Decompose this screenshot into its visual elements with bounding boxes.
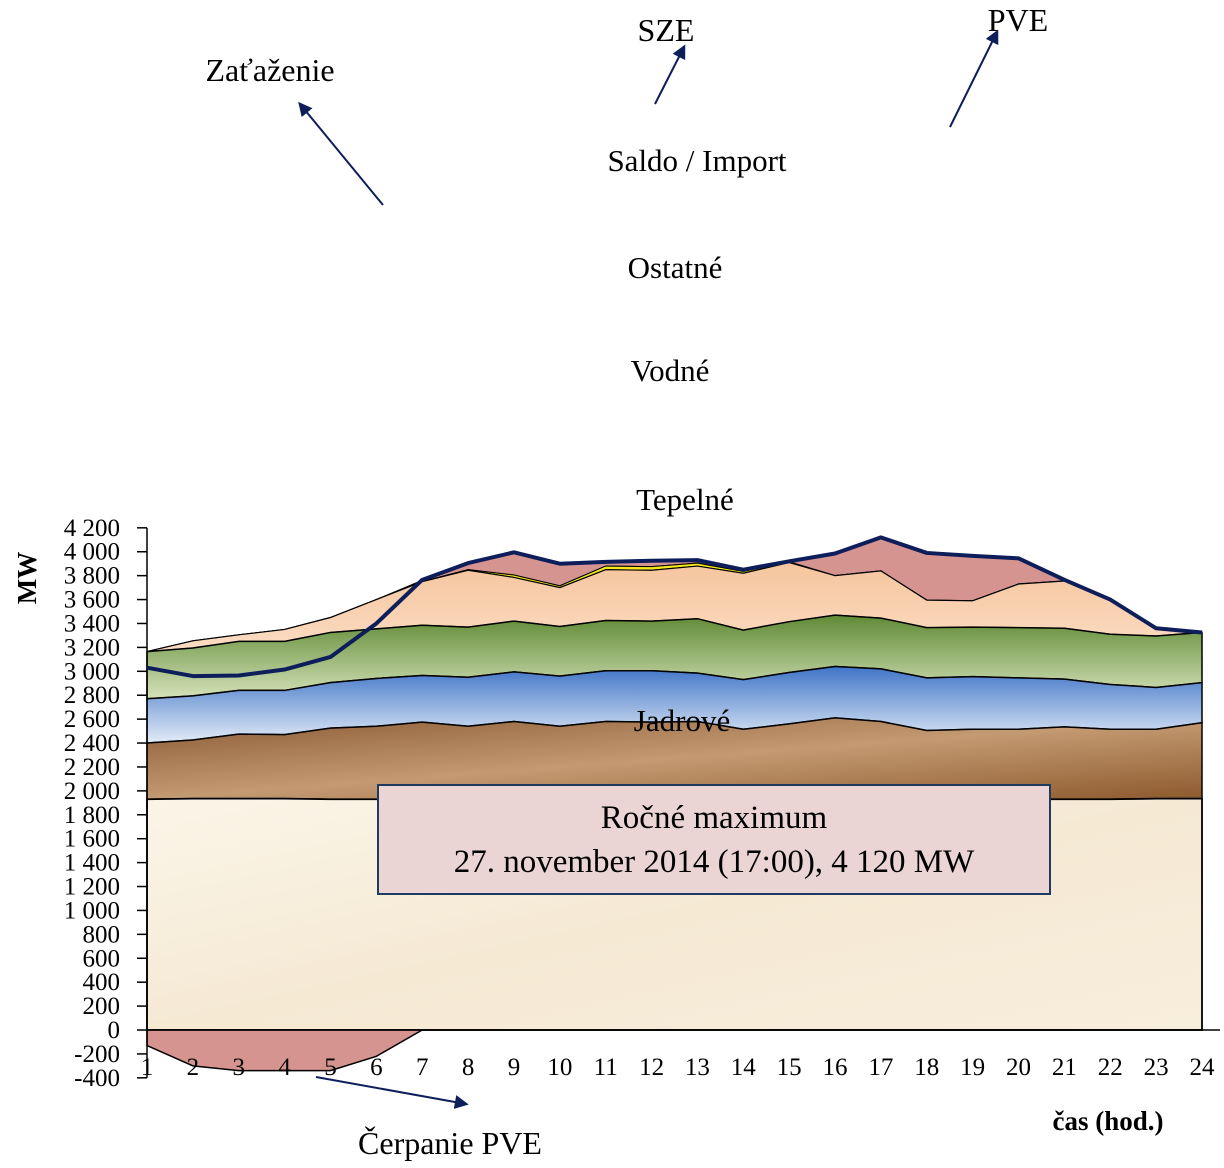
label-sze: SZE: [638, 12, 695, 48]
x-tick-label: 14: [731, 1054, 757, 1081]
label-ostatne: Ostatné: [628, 250, 723, 285]
x-tick-label: 2: [187, 1054, 200, 1081]
x-tick-label: 19: [960, 1054, 985, 1081]
area-cerpanie-pve: [146, 1029, 1202, 1072]
y-tick-label: 2 200: [64, 754, 120, 781]
x-axis-ticks: 1 2 3 4 5 6 7 8 9 10 11 12 13 14 15 16 17 18 19 20 21 22 23 24: [141, 1054, 1215, 1081]
arrow-cerpanie: [315, 1076, 469, 1109]
label-cerpanie-pve: Čerpanie PVE: [358, 1125, 542, 1161]
y-tick-label: 3 800: [64, 563, 120, 590]
x-tick-label: 22: [1098, 1054, 1123, 1081]
y-tick-label: -200: [74, 1041, 120, 1068]
x-tick-label: 7: [416, 1054, 429, 1081]
y-tick-label: 3 000: [64, 658, 120, 685]
y-tick-label: 200: [83, 993, 121, 1020]
y-tick-label: 800: [83, 921, 121, 948]
arrow-sze: [654, 44, 686, 105]
y-tick-label: 1 600: [64, 826, 120, 853]
series-line-zatazenie: [146, 535, 1203, 679]
annual-maximum-box: Ročné maximum 27. november 2014 (17:00),…: [377, 784, 1051, 895]
annotation-line-2: 27. november 2014 (17:00), 4 120 MW: [454, 844, 975, 880]
x-tick-label: 18: [914, 1054, 939, 1081]
x-tick-label: 21: [1052, 1054, 1077, 1081]
y-tick-label: 400: [83, 969, 121, 996]
y-tick-label: 3 200: [64, 634, 120, 661]
label-pve: PVE: [988, 2, 1048, 38]
y-tick-label: 2 800: [64, 682, 120, 709]
y-tick-label: 4 200: [64, 515, 120, 542]
label-zatazenie: Zaťaženie: [205, 52, 334, 88]
x-axis-title: čas (hod.): [1052, 1106, 1163, 1136]
y-axis-title: MW: [12, 552, 42, 604]
annotation-box-frame: [377, 784, 1051, 895]
arrow-pve: [949, 29, 999, 128]
y-tick-label: 1 000: [64, 897, 120, 924]
y-tick-label: 4 000: [64, 539, 120, 566]
x-tick-label: 4: [278, 1054, 291, 1081]
x-tick-label: 23: [1144, 1054, 1169, 1081]
arrow-zatazenie: [298, 101, 384, 206]
pointer-arrows: [298, 29, 999, 1109]
x-tick-label: 17: [868, 1054, 893, 1081]
y-tick-label: 3 400: [64, 610, 120, 637]
x-tick-label: 10: [547, 1054, 572, 1081]
y-tick-label: 3 600: [64, 587, 120, 614]
y-tick-label: -400: [74, 1065, 120, 1092]
x-tick-label: 5: [324, 1054, 337, 1081]
y-tick-label: 600: [83, 945, 121, 972]
x-tick-label: 1: [141, 1054, 154, 1081]
pointer-labels: Zaťaženie SZE PVE Čerpanie PVE: [205, 2, 1048, 1161]
x-tick-label: 8: [462, 1054, 475, 1081]
x-tick-label: 13: [685, 1054, 710, 1081]
y-tick-label: 2 600: [64, 706, 120, 733]
x-tick-label: 16: [823, 1054, 848, 1081]
x-tick-label: 3: [232, 1054, 245, 1081]
y-tick-label: 2 400: [64, 730, 120, 757]
y-tick-label: 1 800: [64, 802, 120, 829]
layer-labels: Saldo / Import Ostatné Vodné Tepelné Jad…: [607, 143, 786, 738]
label-saldo-import: Saldo / Import: [607, 143, 786, 178]
y-tick-label: 1 400: [64, 850, 120, 877]
x-tick-label: 24: [1190, 1054, 1216, 1081]
y-tick-label: 0: [108, 1017, 121, 1044]
annotation-line-1: Ročné maximum: [601, 800, 828, 836]
x-tick-label: 9: [508, 1054, 521, 1081]
x-tick-label: 15: [777, 1054, 802, 1081]
x-tick-label: 11: [594, 1054, 618, 1081]
y-tick-label: 1 200: [64, 874, 120, 901]
y-tick-label: 2 000: [64, 778, 120, 805]
label-vodne: Vodné: [631, 353, 710, 388]
x-tick-label: 6: [370, 1054, 383, 1081]
x-tick-label: 20: [1006, 1054, 1031, 1081]
label-jadrove: Jadrové: [634, 703, 730, 738]
x-tick-label: 12: [639, 1054, 664, 1081]
label-tepelne: Tepelné: [636, 482, 734, 517]
